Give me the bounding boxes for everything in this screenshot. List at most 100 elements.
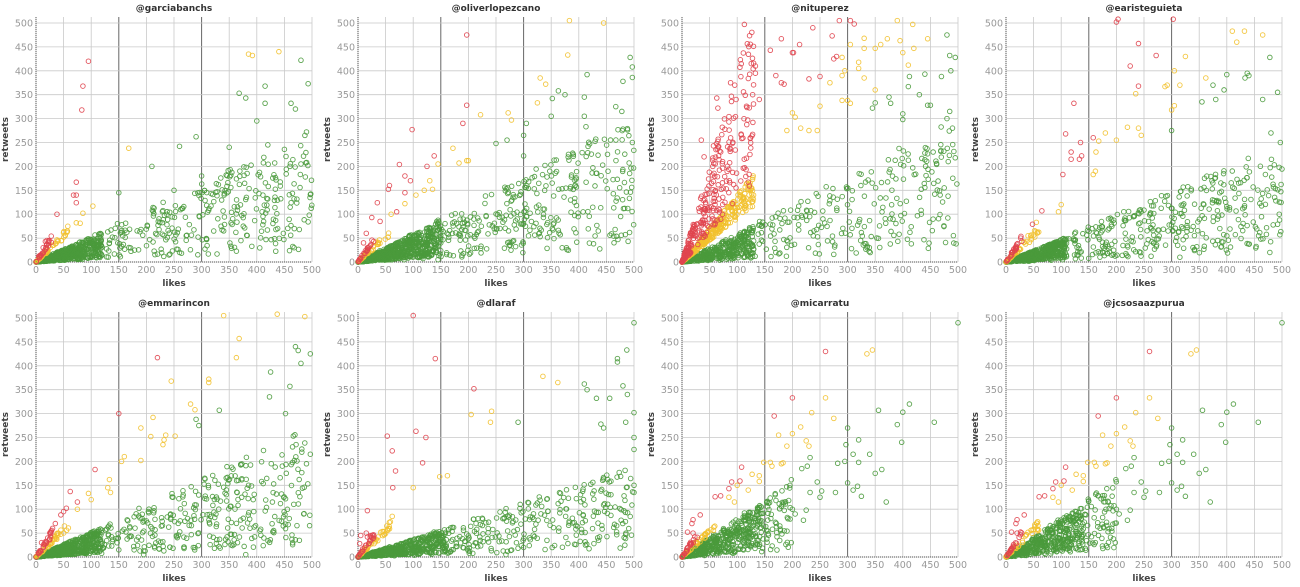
high-retweet-ratio-point	[733, 96, 739, 103]
low-retweet-ratio-point	[619, 137, 625, 143]
low-retweet-ratio-point	[1147, 198, 1154, 205]
low-retweet-ratio-point	[1210, 218, 1216, 225]
low-retweet-ratio-point	[272, 186, 279, 192]
low-retweet-ratio-point	[270, 216, 277, 222]
high-retweet-ratio-point	[745, 75, 752, 82]
low-retweet-ratio-point	[885, 157, 892, 163]
x-tick-label: 300	[515, 265, 533, 276]
x-tick-label: 0	[679, 265, 685, 276]
low-retweet-ratio-point	[286, 192, 293, 198]
y-tick-label: 250	[661, 138, 679, 149]
low-retweet-ratio-point	[221, 214, 228, 220]
high-retweet-ratio-point	[701, 154, 707, 160]
low-retweet-ratio-point	[86, 239, 93, 246]
low-retweet-ratio-point	[580, 209, 586, 215]
y-axis-label: retweets	[647, 117, 657, 162]
low-retweet-ratio-point	[485, 231, 491, 237]
high-retweet-ratio-point	[733, 185, 739, 191]
low-retweet-ratio-point	[193, 134, 199, 140]
low-retweet-ratio-point	[210, 228, 217, 234]
x-tick-label: 150	[110, 265, 128, 276]
low-retweet-ratio-point	[171, 187, 177, 194]
low-retweet-ratio-point	[106, 248, 112, 254]
low-retweet-ratio-point	[891, 232, 897, 239]
low-retweet-ratio-point	[160, 199, 166, 206]
low-retweet-ratio-point	[287, 232, 294, 239]
low-retweet-ratio-point	[149, 163, 155, 170]
low-retweet-ratio-point	[151, 210, 157, 217]
low-retweet-ratio-point	[869, 105, 876, 111]
high-retweet-ratio-point	[54, 211, 60, 217]
high-retweet-ratio-point	[460, 120, 466, 127]
low-retweet-ratio-point	[1097, 254, 1103, 260]
low-retweet-ratio-point	[471, 222, 477, 229]
low-retweet-ratio-point	[938, 154, 945, 160]
y-tick-label: 500	[15, 19, 33, 30]
low-retweet-ratio-point	[908, 241, 915, 247]
low-retweet-ratio-point	[938, 73, 945, 80]
low-retweet-ratio-point	[202, 197, 208, 204]
y-tick-label: 450	[337, 42, 355, 53]
low-retweet-ratio-point	[280, 230, 287, 237]
low-retweet-ratio-point	[159, 231, 166, 238]
low-retweet-ratio-point	[613, 198, 619, 204]
low-retweet-ratio-point	[295, 246, 302, 253]
x-tick-label: 100	[1052, 265, 1070, 276]
low-retweet-ratio-point	[1098, 218, 1105, 225]
low-retweet-ratio-point	[551, 235, 557, 242]
low-retweet-ratio-point	[1277, 231, 1283, 238]
high-retweet-ratio-point	[402, 173, 408, 179]
low-retweet-ratio-point	[886, 94, 892, 100]
x-axis-label: likes	[1132, 279, 1155, 289]
low-retweet-ratio-point	[1163, 193, 1169, 200]
low-retweet-ratio-point	[767, 233, 774, 239]
low-retweet-ratio-point	[183, 232, 189, 239]
x-tick-label: 200	[459, 265, 477, 276]
low-retweet-ratio-point	[536, 180, 542, 187]
low-retweet-ratio-point	[527, 227, 533, 233]
x-tick-label: 350	[542, 265, 560, 276]
low-retweet-ratio-point	[930, 149, 936, 155]
low-retweet-ratio-point	[226, 144, 232, 151]
low-retweet-ratio-point	[262, 210, 269, 216]
low-retweet-ratio-point	[272, 174, 279, 181]
low-retweet-ratio-point	[1214, 207, 1221, 214]
low-retweet-ratio-point	[171, 214, 178, 221]
medium-retweet-ratio-point	[427, 177, 433, 184]
low-retweet-ratio-point	[51, 253, 57, 259]
high-retweet-ratio-point	[747, 151, 753, 158]
low-retweet-ratio-point	[627, 54, 633, 61]
low-retweet-ratio-point	[878, 179, 885, 186]
low-retweet-ratio-point	[1270, 222, 1276, 228]
low-retweet-ratio-point	[288, 199, 294, 206]
high-retweet-ratio-point	[728, 98, 735, 105]
x-tick-label: 350	[1190, 265, 1208, 276]
low-retweet-ratio-point	[161, 253, 167, 260]
low-retweet-ratio-point	[867, 249, 873, 256]
low-retweet-ratio-point	[626, 229, 633, 236]
high-retweet-ratio-point	[750, 101, 757, 107]
low-retweet-ratio-point	[566, 157, 572, 163]
medium-retweet-ratio-point	[534, 100, 541, 106]
low-retweet-ratio-point	[896, 231, 902, 237]
low-retweet-ratio-point	[445, 237, 452, 244]
high-retweet-ratio-point	[73, 179, 80, 185]
low-retweet-ratio-point	[949, 125, 956, 131]
y-tick-label: 400	[985, 66, 1003, 77]
low-retweet-ratio-point	[274, 197, 281, 203]
medium-retweet-ratio-point	[897, 37, 903, 44]
low-retweet-ratio-point	[543, 183, 549, 189]
low-retweet-ratio-point	[925, 176, 931, 183]
high-retweet-ratio-point	[726, 119, 732, 125]
low-retweet-ratio-point	[291, 225, 298, 232]
y-tick-label: 200	[15, 162, 33, 173]
low-retweet-ratio-point	[156, 226, 162, 233]
low-retweet-ratio-point	[241, 180, 248, 187]
low-retweet-ratio-point	[205, 251, 212, 257]
low-retweet-ratio-point	[1278, 181, 1284, 188]
low-retweet-ratio-point	[174, 229, 181, 236]
low-retweet-ratio-point	[106, 240, 113, 246]
panel-title: @garciabanchs	[136, 4, 212, 14]
high-retweet-ratio-point	[829, 33, 835, 39]
